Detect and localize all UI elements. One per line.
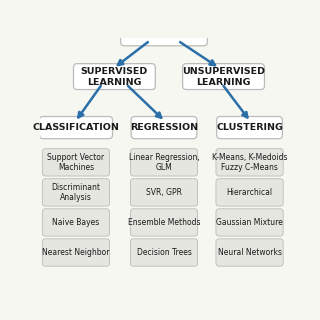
FancyBboxPatch shape — [74, 64, 155, 90]
FancyBboxPatch shape — [42, 209, 109, 236]
FancyBboxPatch shape — [216, 179, 283, 206]
FancyBboxPatch shape — [42, 149, 109, 176]
FancyBboxPatch shape — [130, 209, 198, 236]
FancyBboxPatch shape — [130, 179, 198, 206]
FancyBboxPatch shape — [217, 116, 283, 139]
FancyBboxPatch shape — [42, 179, 109, 206]
Text: Decision Trees: Decision Trees — [137, 248, 191, 257]
FancyBboxPatch shape — [121, 24, 207, 46]
FancyBboxPatch shape — [131, 116, 197, 139]
Text: Neural Networks: Neural Networks — [218, 248, 282, 257]
FancyBboxPatch shape — [130, 239, 198, 266]
FancyBboxPatch shape — [183, 64, 264, 90]
FancyBboxPatch shape — [130, 149, 198, 176]
Text: Naive Bayes: Naive Bayes — [52, 218, 100, 227]
Text: REGRESSION: REGRESSION — [130, 123, 198, 132]
Text: SVR, GPR: SVR, GPR — [146, 188, 182, 197]
FancyBboxPatch shape — [42, 239, 109, 266]
FancyBboxPatch shape — [216, 149, 283, 176]
Text: Nearest Neighbor: Nearest Neighbor — [42, 248, 110, 257]
FancyBboxPatch shape — [216, 239, 283, 266]
Text: Ensemble Methods: Ensemble Methods — [128, 218, 200, 227]
Text: CLUSTERING: CLUSTERING — [216, 123, 283, 132]
Text: Linear Regression,
GLM: Linear Regression, GLM — [129, 153, 199, 172]
Text: Support Vector
Machines: Support Vector Machines — [47, 153, 105, 172]
Text: Discriminant
Analysis: Discriminant Analysis — [52, 183, 100, 202]
Text: SUPERVISED
LEARNING: SUPERVISED LEARNING — [81, 67, 148, 87]
Text: K-Means, K-Medoids
Fuzzy C-Means: K-Means, K-Medoids Fuzzy C-Means — [212, 153, 287, 172]
FancyBboxPatch shape — [216, 209, 283, 236]
Text: Gaussian Mixture: Gaussian Mixture — [216, 218, 283, 227]
Text: CLASSIFICATION: CLASSIFICATION — [33, 123, 119, 132]
FancyBboxPatch shape — [39, 116, 113, 139]
Text: UNSUPERVISED
LEARNING: UNSUPERVISED LEARNING — [182, 67, 265, 87]
Text: Hierarchical: Hierarchical — [227, 188, 273, 197]
